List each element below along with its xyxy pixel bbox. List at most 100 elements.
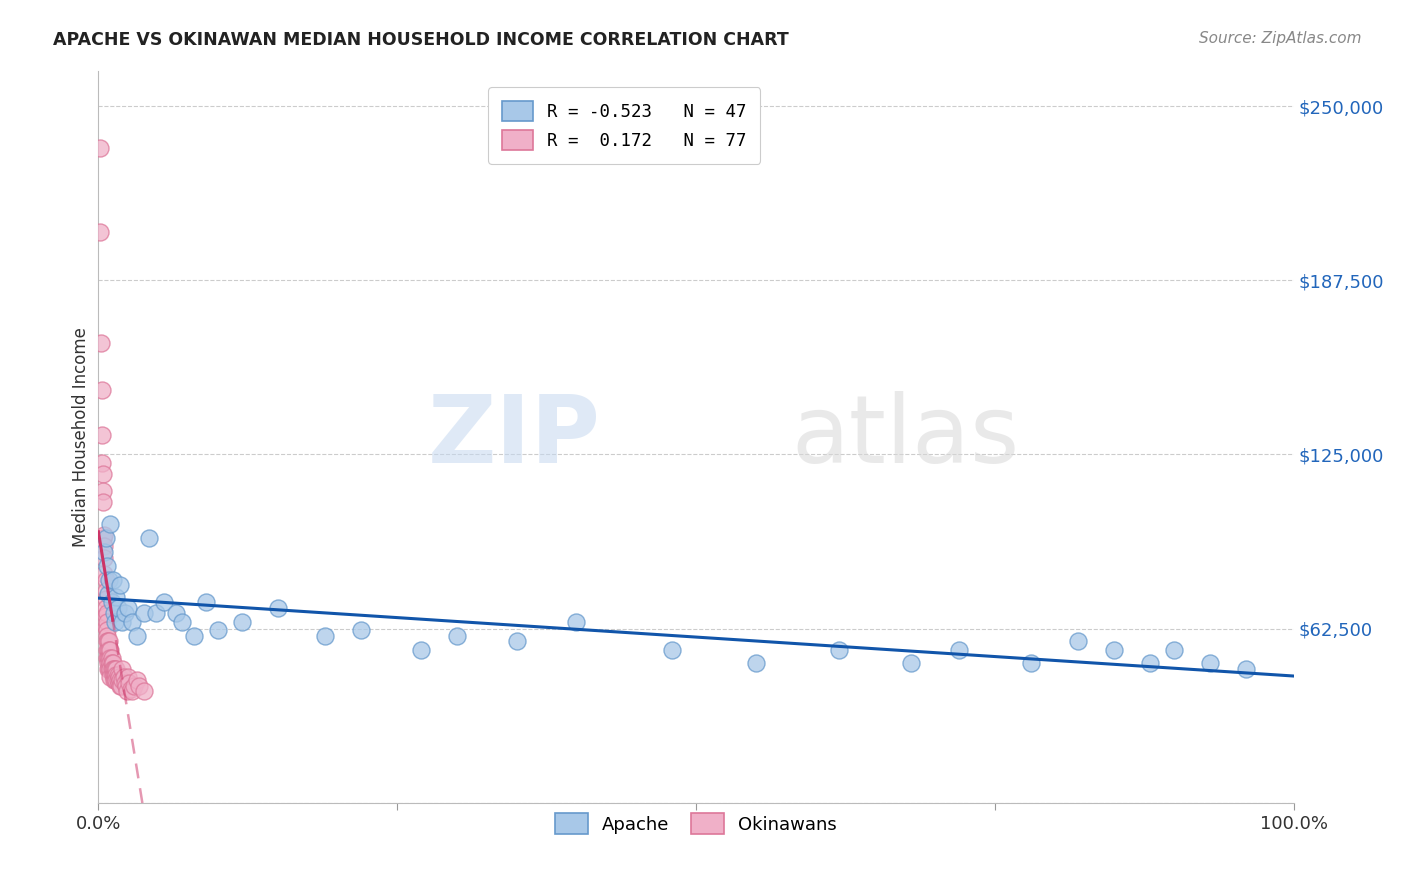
Point — [91, 483, 114, 498]
Point — [100, 595, 122, 609]
Point — [125, 673, 148, 688]
Point — [107, 600, 129, 615]
Point — [124, 679, 146, 693]
Point — [96, 642, 118, 657]
Point — [108, 578, 131, 592]
Point — [111, 615, 134, 629]
Point — [128, 679, 150, 693]
Y-axis label: Median Household Income: Median Household Income — [72, 327, 90, 547]
Point — [1163, 642, 1185, 657]
Point — [98, 642, 121, 657]
Point — [100, 657, 122, 671]
Point — [231, 615, 253, 629]
Point — [110, 679, 132, 693]
Point — [107, 673, 129, 688]
Point — [101, 657, 124, 671]
Point — [98, 517, 122, 532]
Point — [104, 667, 127, 681]
Point — [93, 550, 115, 565]
Point — [97, 642, 120, 657]
Point — [94, 584, 117, 599]
Point — [100, 651, 122, 665]
Text: Source: ZipAtlas.com: Source: ZipAtlas.com — [1198, 31, 1361, 46]
Point — [1067, 634, 1090, 648]
Point — [89, 225, 111, 239]
Point — [506, 634, 529, 648]
Point — [153, 595, 176, 609]
Point — [138, 531, 160, 545]
Point — [565, 615, 588, 629]
Point — [267, 600, 290, 615]
Point — [114, 676, 136, 690]
Point — [108, 673, 131, 688]
Point — [94, 609, 117, 624]
Point — [145, 607, 167, 621]
Point — [91, 495, 114, 509]
Point — [1139, 657, 1161, 671]
Point — [97, 651, 120, 665]
Point — [1019, 657, 1042, 671]
Point — [94, 592, 117, 607]
Point — [94, 531, 117, 545]
Point — [103, 667, 125, 681]
Point — [96, 615, 118, 629]
Point — [107, 676, 129, 690]
Point — [89, 141, 111, 155]
Point — [104, 673, 127, 688]
Point — [98, 651, 122, 665]
Point — [121, 684, 143, 698]
Point — [172, 615, 194, 629]
Point — [98, 670, 122, 684]
Point — [114, 607, 136, 621]
Point — [94, 620, 117, 634]
Point — [96, 634, 118, 648]
Point — [97, 662, 120, 676]
Point — [112, 670, 135, 684]
Point — [105, 590, 128, 604]
Point — [98, 651, 121, 665]
Point — [101, 573, 124, 587]
Text: APACHE VS OKINAWAN MEDIAN HOUSEHOLD INCOME CORRELATION CHART: APACHE VS OKINAWAN MEDIAN HOUSEHOLD INCO… — [53, 31, 789, 49]
Point — [195, 595, 218, 609]
Point — [350, 623, 373, 637]
Point — [446, 629, 468, 643]
Point — [91, 467, 114, 481]
Point — [91, 531, 114, 545]
Point — [101, 662, 124, 676]
Point — [745, 657, 768, 671]
Point — [93, 540, 115, 554]
Point — [948, 642, 970, 657]
Point — [100, 662, 122, 676]
Legend: Apache, Okinawans: Apache, Okinawans — [541, 799, 851, 848]
Point — [132, 684, 155, 698]
Point — [103, 607, 125, 621]
Point — [1104, 642, 1126, 657]
Point — [107, 670, 129, 684]
Point — [900, 657, 922, 671]
Point — [94, 573, 117, 587]
Point — [98, 642, 122, 657]
Point — [90, 336, 112, 351]
Text: ZIP: ZIP — [427, 391, 600, 483]
Point — [132, 607, 155, 621]
Point — [661, 642, 683, 657]
Point — [98, 662, 121, 676]
Point — [315, 629, 337, 643]
Point — [94, 600, 117, 615]
Point — [103, 673, 125, 688]
Point — [91, 428, 114, 442]
Point — [97, 587, 120, 601]
Point — [105, 673, 128, 688]
Point — [96, 629, 118, 643]
Point — [207, 623, 229, 637]
Point — [105, 662, 128, 676]
Point — [117, 670, 139, 684]
Point — [96, 651, 118, 665]
Point — [111, 673, 134, 688]
Point — [120, 681, 142, 696]
Point — [101, 667, 124, 681]
Point — [96, 623, 118, 637]
Point — [103, 662, 125, 676]
Point — [115, 684, 138, 698]
Point — [93, 567, 115, 582]
